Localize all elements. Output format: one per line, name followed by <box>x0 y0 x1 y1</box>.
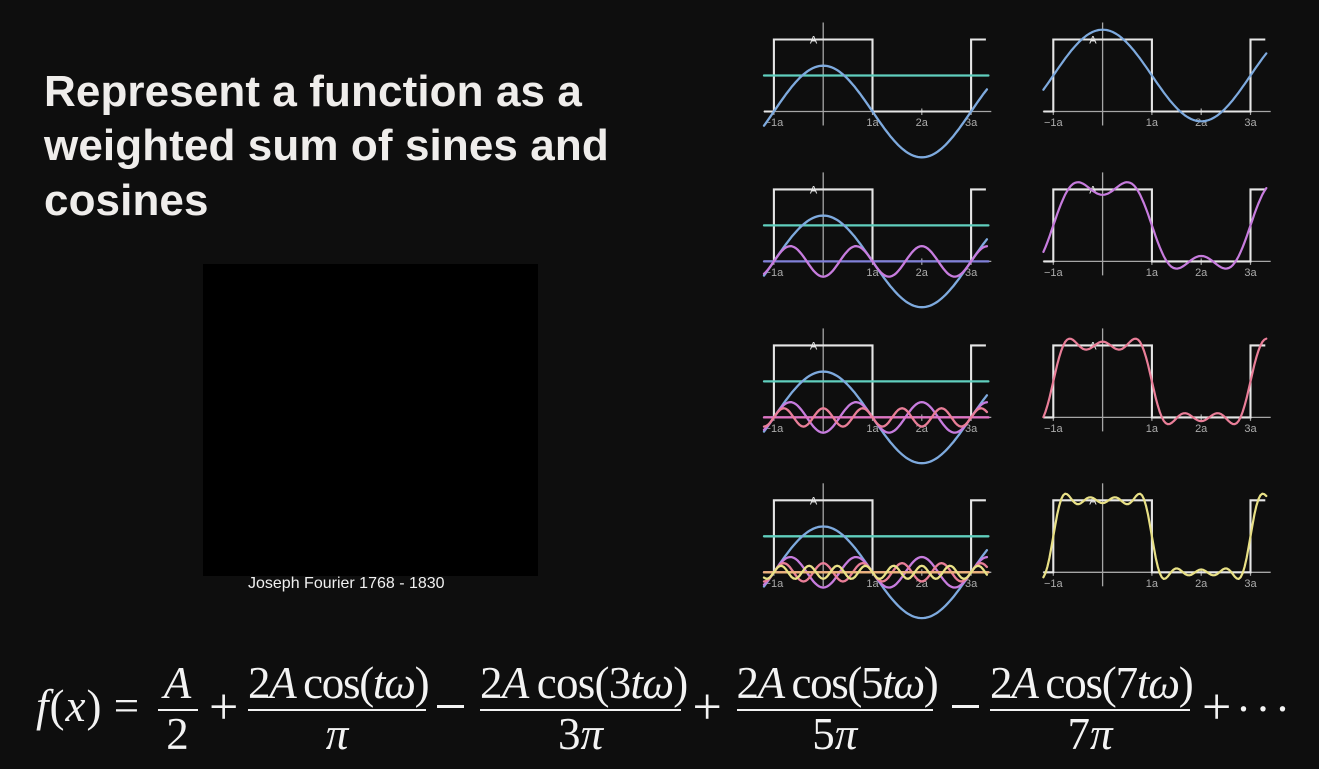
svg-text:3a: 3a <box>965 267 978 279</box>
svg-text:3a: 3a <box>1244 578 1257 590</box>
svg-text:2a: 2a <box>1195 117 1208 129</box>
svg-text:2a: 2a <box>1195 578 1208 590</box>
svg-text:1a: 1a <box>866 117 879 129</box>
svg-text:1a: 1a <box>1146 267 1159 279</box>
svg-text:−1a: −1a <box>1044 117 1064 129</box>
svg-text:2a: 2a <box>1195 423 1208 435</box>
svg-text:1a: 1a <box>1146 423 1159 435</box>
svg-text:2a: 2a <box>916 117 929 129</box>
svg-text:3a: 3a <box>1244 423 1257 435</box>
svg-text:3a: 3a <box>965 423 978 435</box>
svg-text:−1a: −1a <box>1044 423 1064 435</box>
svg-text:2a: 2a <box>916 267 929 279</box>
svg-text:1a: 1a <box>866 423 879 435</box>
svg-text:−1a: −1a <box>1044 578 1064 590</box>
svg-text:3a: 3a <box>965 117 978 129</box>
svg-text:1a: 1a <box>1146 578 1159 590</box>
svg-text:−1a: −1a <box>1044 267 1064 279</box>
svg-text:3a: 3a <box>965 578 978 590</box>
svg-text:3a: 3a <box>1244 267 1257 279</box>
svg-text:1a: 1a <box>866 267 879 279</box>
svg-text:1a: 1a <box>1146 117 1159 129</box>
svg-text:2a: 2a <box>1195 267 1208 279</box>
svg-text:−1a: −1a <box>765 117 785 129</box>
svg-text:1a: 1a <box>866 578 879 590</box>
svg-text:3a: 3a <box>1244 117 1257 129</box>
